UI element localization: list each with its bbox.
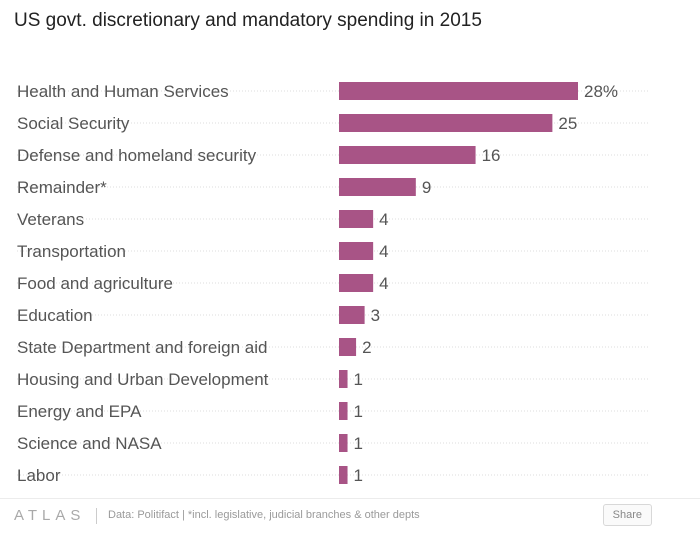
category-label: Education xyxy=(17,306,93,325)
bar xyxy=(339,338,357,356)
bar xyxy=(339,370,348,388)
category-label: State Department and foreign aid xyxy=(17,338,267,357)
category-label: Defense and homeland security xyxy=(17,146,257,165)
chart-title: US govt. discretionary and mandatory spe… xyxy=(14,10,482,31)
value-label: 1 xyxy=(354,370,363,389)
bar xyxy=(339,114,553,132)
category-label: Housing and Urban Development xyxy=(17,370,269,389)
bar xyxy=(339,210,374,228)
bar xyxy=(339,306,365,324)
bar xyxy=(339,434,348,452)
category-label: Energy and EPA xyxy=(17,402,142,421)
bar xyxy=(339,274,374,292)
value-label: 25 xyxy=(558,114,577,133)
bar xyxy=(339,178,416,196)
share-button[interactable]: Share xyxy=(602,504,652,526)
value-label: 9 xyxy=(422,178,431,197)
value-label: 4 xyxy=(379,242,388,261)
value-label: 28% xyxy=(584,82,618,101)
category-label: Science and NASA xyxy=(17,434,162,453)
value-label: 1 xyxy=(354,402,363,421)
category-label: Transportation xyxy=(17,242,126,261)
category-label: Veterans xyxy=(17,210,84,229)
value-label: 16 xyxy=(482,146,501,165)
source-note: Data: Politifact | *incl. legislative, j… xyxy=(108,509,420,521)
bar xyxy=(339,402,348,420)
value-label: 4 xyxy=(379,274,388,293)
category-label: Remainder* xyxy=(17,178,107,197)
value-label: 3 xyxy=(371,306,380,325)
bar xyxy=(339,146,476,164)
category-label: Food and agriculture xyxy=(17,274,173,293)
bar xyxy=(339,466,348,484)
chart-footer: ATLAS Data: Politifact | *incl. legislat… xyxy=(0,498,700,533)
value-label: 1 xyxy=(354,434,363,453)
category-label: Health and Human Services xyxy=(17,82,229,101)
category-label: Labor xyxy=(17,466,61,485)
bar-chart: Health and Human Services 28% Social Secur… xyxy=(17,82,648,485)
value-label: 2 xyxy=(362,338,371,357)
bar xyxy=(339,242,374,260)
category-label: Social Security xyxy=(17,114,130,133)
value-label: 1 xyxy=(354,466,363,485)
value-label: 4 xyxy=(379,210,388,229)
footer-divider xyxy=(96,508,97,524)
atlas-logo: ATLAS xyxy=(14,507,86,524)
bar xyxy=(339,82,578,100)
